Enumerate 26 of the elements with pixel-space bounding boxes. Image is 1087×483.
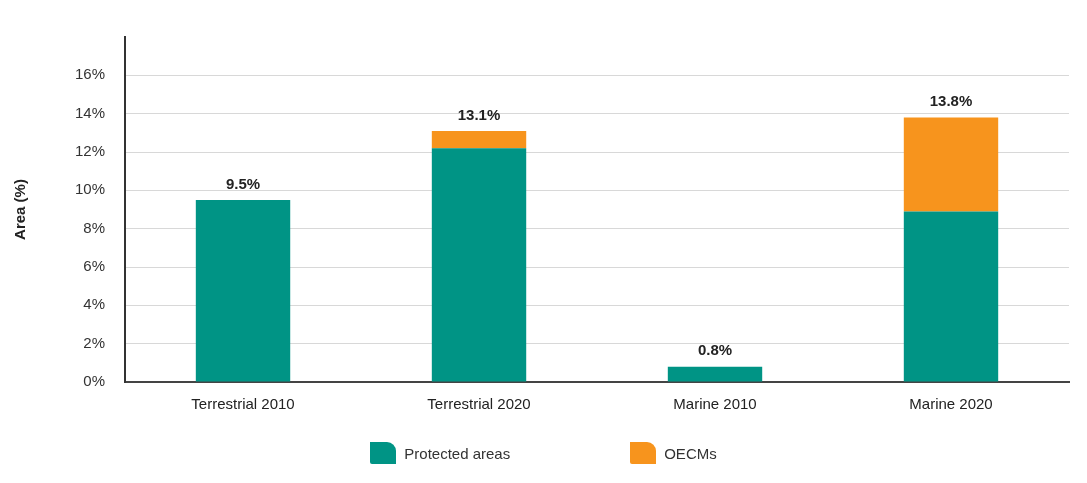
y-axis-title: Area (%) [11,179,29,240]
total-label: 9.5% [225,174,261,192]
bar [431,148,527,382]
total-label: 0.8% [697,341,733,359]
total-label: 13.1% [457,105,501,123]
bar [431,130,527,149]
y-tick-label: 10% [74,180,106,198]
legend-label: Protected areas [404,444,511,462]
x-tick-label: Terrestrial 2020 [427,395,531,413]
x-tick-label: Terrestrial 2010 [191,395,295,413]
y-tick-label: 0% [83,372,106,390]
total-label: 13.8% [929,92,973,110]
y-tick-label: 16% [74,65,106,83]
y-tick-label: 14% [74,103,106,121]
y-tick-label: 8% [83,218,106,236]
bar [903,117,999,212]
y-tick-label: 2% [83,333,106,351]
legend-label: OECMs [664,444,717,462]
x-tick-label: Marine 2010 [673,395,757,413]
x-tick-label: Marine 2020 [909,395,993,413]
bar [667,366,763,382]
y-tick-label: 12% [74,142,106,160]
bar [903,211,999,382]
bar [195,199,291,382]
y-tick-label: 4% [83,295,106,313]
y-tick-label: 6% [83,257,106,275]
